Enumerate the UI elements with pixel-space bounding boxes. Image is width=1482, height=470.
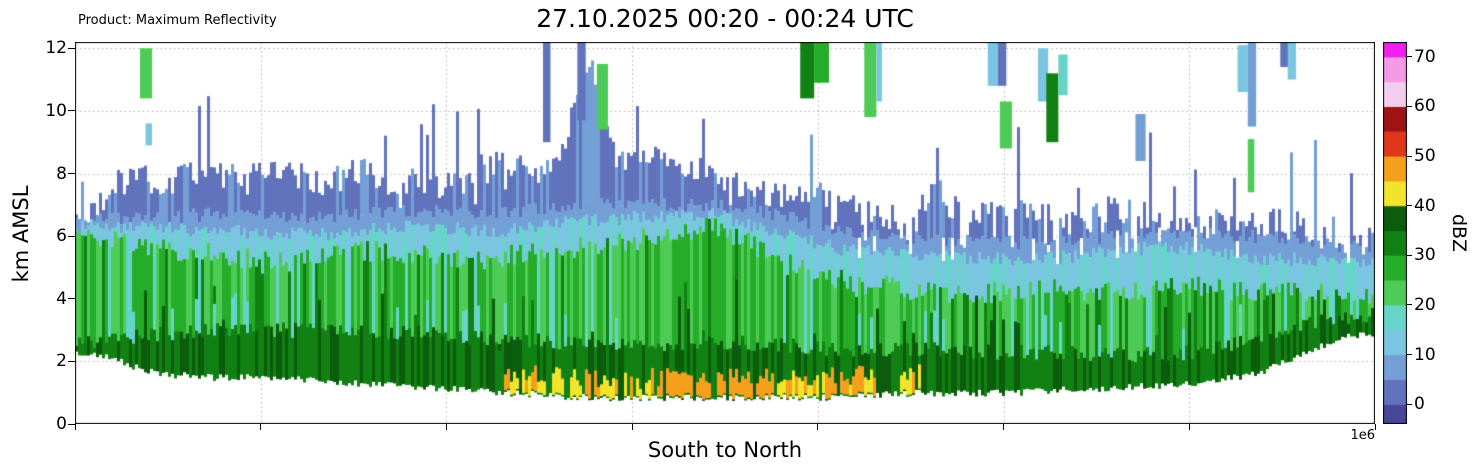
x-tick-mark: [817, 424, 819, 430]
y-tick-mark: [68, 423, 75, 425]
colorbar-tick-label: 50: [1414, 146, 1436, 167]
y-tick-mark: [68, 298, 75, 300]
y-tick-label: 0: [56, 414, 67, 434]
colorbar-tick-label: 30: [1414, 245, 1436, 266]
colorbar-tick-mark: [1407, 56, 1412, 58]
y-tick-mark: [68, 360, 75, 362]
colorbar-tick-mark: [1407, 304, 1412, 306]
x-tick-mark: [631, 424, 633, 430]
x-tick-mark: [1003, 424, 1005, 430]
colorbar-tick-label: 60: [1414, 96, 1436, 117]
y-tick-label: 2: [56, 351, 67, 372]
colorbar-tick-mark: [1407, 254, 1412, 256]
colorbar-tick-label: 0: [1414, 394, 1425, 415]
reflectivity-heatmap-plot: [75, 42, 1375, 424]
colorbar-tick-label: 10: [1414, 344, 1436, 365]
y-tick-label: 12: [45, 38, 67, 59]
colorbar-tick-mark: [1407, 205, 1412, 207]
colorbar-tick-label: 40: [1414, 195, 1436, 216]
y-tick-mark: [68, 110, 75, 112]
product-label: Product: Maximum Reflectivity: [78, 13, 277, 28]
x-axis-offset-label: 1e6: [1350, 428, 1375, 443]
colorbar-tick-mark: [1407, 155, 1412, 157]
x-tick-mark: [445, 424, 447, 430]
y-tick-label: 10: [45, 100, 67, 121]
y-tick-label: 6: [56, 226, 67, 247]
y-tick-mark: [68, 235, 75, 237]
y-tick-mark: [68, 173, 75, 174]
colorbar: [1383, 42, 1407, 424]
colorbar-tick-label: 70: [1414, 46, 1436, 67]
x-tick-mark: [74, 424, 76, 430]
colorbar-tick-mark: [1407, 105, 1412, 107]
colorbar-tick-mark: [1407, 403, 1412, 405]
x-tick-mark: [260, 424, 262, 430]
x-axis-label: South to North: [647, 438, 803, 462]
y-tick-mark: [68, 47, 75, 49]
x-tick-mark: [1188, 424, 1190, 430]
x-tick-mark: [1374, 424, 1376, 430]
chart-title: 27.10.2025 00:20 - 00:24 UTC: [536, 4, 914, 33]
y-tick-label: 8: [56, 163, 67, 184]
y-tick-label: 4: [56, 288, 67, 309]
colorbar-tick-label: 20: [1414, 294, 1436, 315]
colorbar-tick-mark: [1407, 354, 1412, 356]
